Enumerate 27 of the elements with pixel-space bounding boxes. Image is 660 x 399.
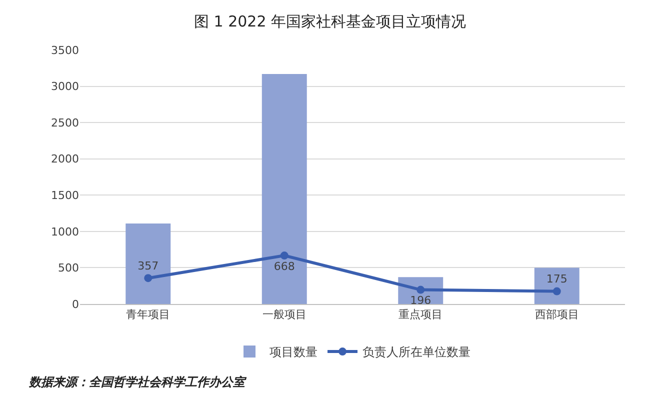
point (144, 274, 152, 282)
x-tick-label: 一般项目 (262, 308, 306, 322)
y-tick-label: 1500 (51, 188, 79, 202)
data-label: 357 (138, 259, 159, 272)
y-tick-label: 2000 (51, 152, 79, 166)
chart-title: 图 1 2022 年国家社科基金项目立项情况 (194, 12, 466, 30)
point (280, 252, 288, 260)
bar (126, 223, 171, 304)
bar (262, 74, 307, 304)
point (552, 287, 561, 296)
x-tick-label: 青年项目 (126, 308, 170, 322)
y-tick-label: 2500 (51, 116, 79, 130)
legend-label: 负责人所在单位数量 (362, 345, 470, 360)
y-tick-label: 3500 (51, 44, 79, 57)
y-tick-label: 3000 (51, 80, 79, 94)
x-tick-label: 重点项目 (398, 308, 443, 322)
source-note: 数据来源：全国哲学社会科学工作办公室 (28, 375, 247, 389)
bar (534, 268, 580, 304)
data-label: 175 (546, 272, 568, 286)
x-tick-label: 西部项目 (534, 308, 579, 322)
data-label: 196 (410, 294, 432, 308)
data-label: 668 (274, 260, 295, 273)
y-tick-label: 1000 (51, 225, 79, 238)
point (416, 286, 425, 294)
legend-label: 项目数量 (270, 345, 318, 360)
y-tick-label: 500 (58, 262, 79, 275)
y-tick-label: 0 (72, 298, 79, 311)
